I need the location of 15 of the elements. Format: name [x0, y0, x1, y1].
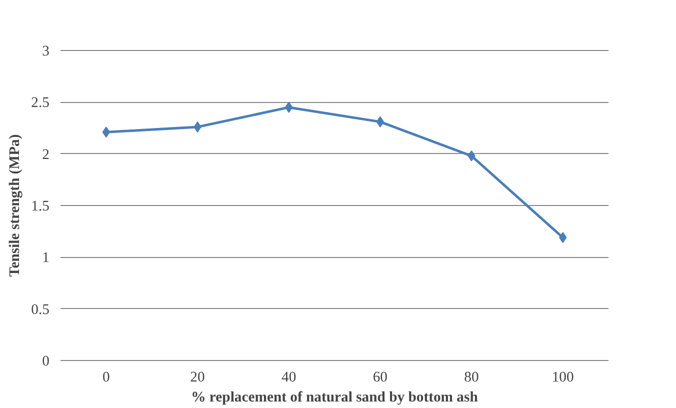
x-tick-label: 60: [372, 370, 388, 386]
x-axis-title: % replacement of natural sand by bottom ash: [191, 390, 478, 406]
y-tick-label: 1.5: [31, 198, 50, 214]
x-tick-label: 40: [282, 370, 296, 386]
y-axis-title: Tensile strength (MPa): [7, 134, 24, 277]
y-tick-label: 0: [42, 354, 50, 370]
y-tick-label: 2: [42, 146, 50, 163]
x-tick-label: 100: [552, 370, 574, 386]
y-tick-label: 3: [42, 44, 50, 60]
y-tick-label: 2.5: [31, 95, 50, 112]
x-tick-label: 0: [102, 370, 110, 386]
y-tick-label: 1: [42, 250, 50, 266]
y-tick-label: 0.5: [31, 302, 50, 318]
x-tick-label: 20: [190, 370, 205, 386]
x-tick-label: 80: [464, 370, 479, 386]
